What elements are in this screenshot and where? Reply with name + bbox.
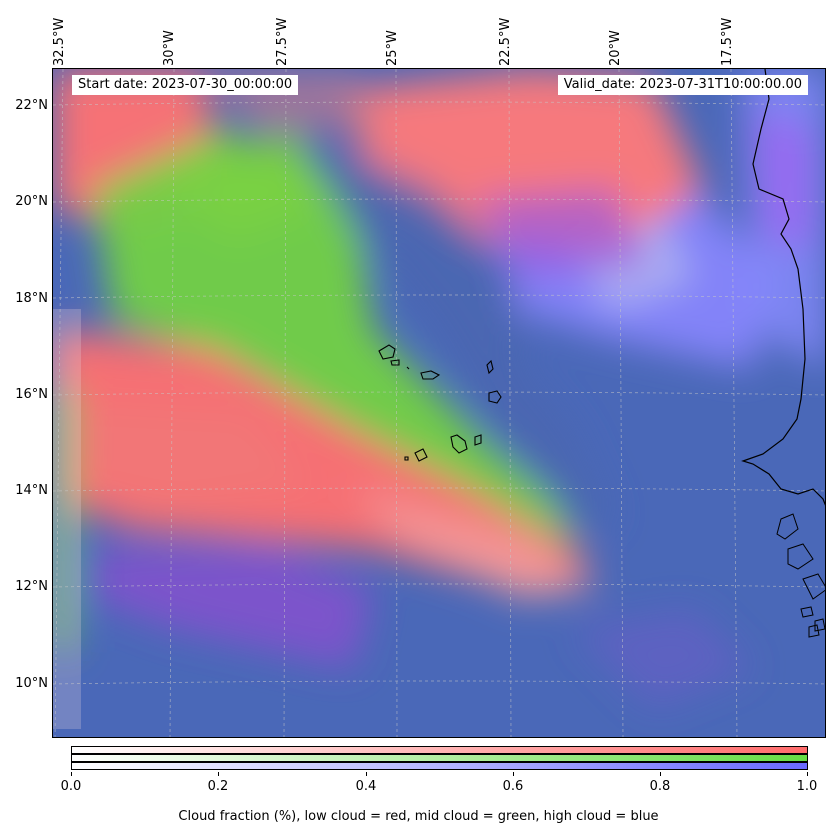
colorbar-tick-0-2: 0.2: [207, 779, 229, 794]
colorbar-tickmark: [807, 772, 808, 776]
colorbar-tick-1-0: 1.0: [796, 779, 818, 794]
lon-label-20w: 20°W: [608, 30, 623, 66]
colorbar-tickmark: [366, 772, 367, 776]
lat-label-20n: 20°N: [15, 194, 48, 209]
island-sal: [486, 359, 494, 375]
island-boa-vista: [488, 390, 502, 404]
graticule: [53, 69, 825, 737]
colorbar-high-cloud: [71, 762, 808, 770]
island-sao-nicolau: [420, 370, 441, 380]
coastline-guinea-bissau: [776, 513, 825, 600]
africa-coastline: [741, 69, 825, 506]
colorbar-tick-0-8: 0.8: [649, 779, 671, 794]
lon-label-22-5w: 22.5°W: [498, 17, 513, 66]
lat-label-18n: 18°N: [15, 291, 48, 306]
colorbar-mid-cloud: [71, 754, 808, 762]
island-sao-vicente: [390, 359, 400, 366]
map-canvas: [53, 69, 825, 737]
lon-label-17-5w: 17.5°W: [720, 17, 735, 66]
colorbar-tickmark: [71, 772, 72, 776]
colorbar-tick-0-6: 0.6: [502, 779, 524, 794]
cape-verde-islands: [378, 344, 502, 462]
lon-label-32-5w: 32.5°W: [52, 17, 67, 66]
cloud-fields: [53, 69, 825, 709]
lon-label-30w: 30°W: [162, 30, 177, 66]
lat-label-12n: 12°N: [15, 579, 48, 594]
lat-label-10n: 10°N: [15, 676, 48, 691]
island-maio: [474, 434, 482, 446]
colorbar-low-cloud: [71, 746, 808, 754]
colorbar-tickmark: [513, 772, 514, 776]
colorbar-tickmark: [660, 772, 661, 776]
island-santo-antao: [378, 344, 396, 360]
island-brava: [404, 456, 409, 461]
colorbar-tickmark: [218, 772, 219, 776]
lat-label-14n: 14°N: [15, 483, 48, 498]
island-santiago: [450, 434, 468, 454]
valid-date-label: Valid_date: 2023-07-31T10:00:00.00: [557, 75, 808, 95]
lat-label-16n: 16°N: [15, 387, 48, 402]
lon-label-25w: 25°W: [385, 30, 400, 66]
start-date-label: Start date: 2023-07-30_00:00:00: [72, 75, 299, 95]
lat-label-22n: 22°N: [15, 98, 48, 113]
coastline-islands-se: [800, 606, 825, 638]
lon-label-27-5w: 27.5°W: [275, 17, 290, 66]
colorbar-tick-0: 0.0: [60, 779, 82, 794]
island-fogo: [414, 448, 428, 462]
colorbar-tick-0-4: 0.4: [355, 779, 377, 794]
cloud-fraction-map: [52, 68, 826, 738]
island-santa-luzia: [406, 366, 410, 370]
left-edge-haze: [53, 309, 81, 729]
colorbar-caption: Cloud fraction (%), low cloud = red, mid…: [178, 809, 659, 824]
